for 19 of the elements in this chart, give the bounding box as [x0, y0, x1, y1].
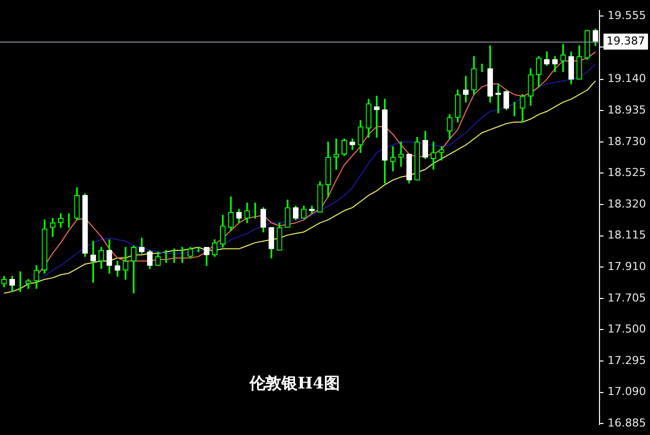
- y-tick-label: 19.140: [608, 72, 646, 86]
- y-tick-label: 18.935: [608, 103, 646, 116]
- y-tick-label: 18.320: [608, 197, 646, 210]
- y-tick-label: 17.705: [608, 291, 646, 304]
- candlestick: [390, 146, 396, 172]
- ref-line-label: 19.387: [606, 34, 646, 48]
- candlestick: [560, 44, 566, 72]
- y-tick-label: 18.730: [608, 134, 646, 148]
- y-tick-label: 17.910: [608, 260, 646, 273]
- y-tick-label: 17.090: [608, 385, 646, 398]
- y-tick-label: 18.525: [608, 166, 646, 180]
- text: 伦敦银H4图: [248, 374, 340, 393]
- y-tick-label: 18.115: [608, 228, 646, 242]
- y-tick-label: 16.885: [608, 416, 646, 430]
- y-tick-label: 19.555: [608, 8, 646, 22]
- y-tick-label: 17.500: [608, 322, 646, 336]
- candlestick: [398, 142, 404, 167]
- candlestick: [430, 142, 436, 170]
- y-tick-label: 17.295: [608, 354, 646, 367]
